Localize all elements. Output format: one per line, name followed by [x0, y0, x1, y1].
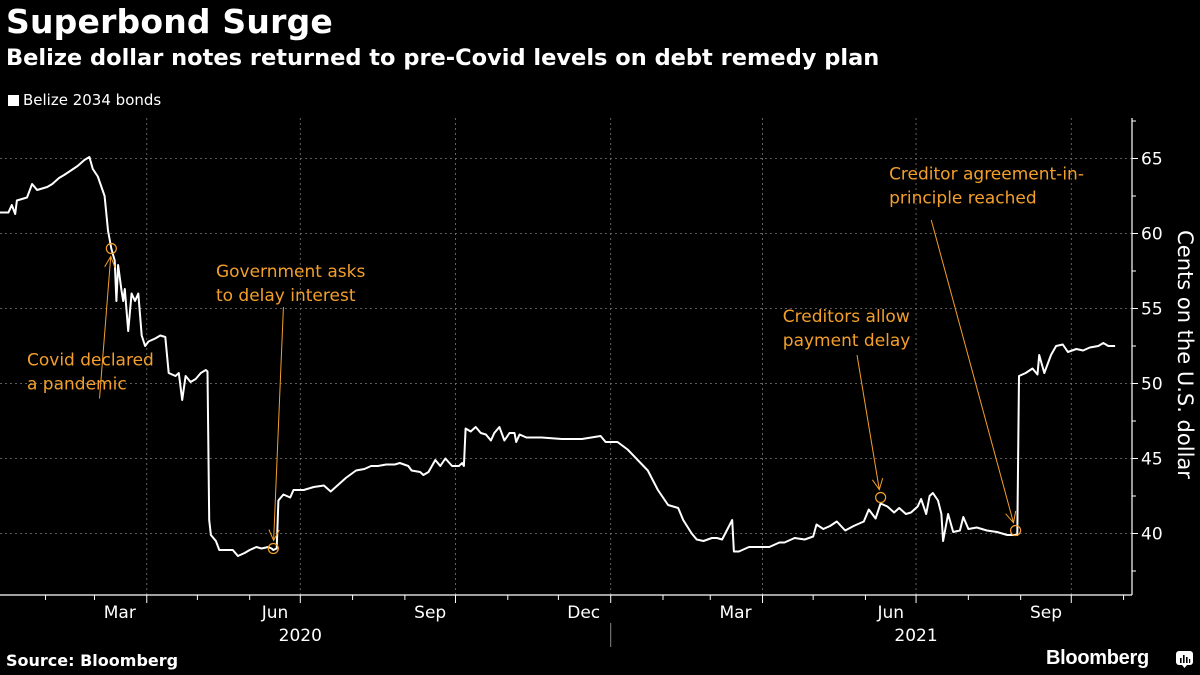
- annotation-label: Covid declared: [27, 351, 154, 371]
- bloomberg-chart-icon: [1176, 651, 1193, 668]
- x-tick-label: Sep: [1030, 603, 1062, 623]
- chart-subtitle: Belize dollar notes returned to pre-Covi…: [6, 45, 880, 71]
- axes: 40 45 50 55 60 65 Cents on the U.S. dollar Mar J…: [0, 118, 1197, 647]
- annotation-label: a pandemic: [27, 375, 127, 395]
- arrowhead-icon: [1005, 510, 1017, 524]
- arrowhead-icon: [104, 255, 116, 268]
- annotation-label: Creditor agreement-in-: [889, 165, 1084, 185]
- annotation-marker: [105, 242, 117, 255]
- x-tick-label: Mar: [104, 603, 136, 623]
- annotation-label: payment delay: [783, 331, 911, 351]
- annotation-marker: [267, 542, 279, 555]
- y-tick-label: 65: [1141, 150, 1163, 170]
- legend: Belize 2034 bonds: [8, 91, 161, 109]
- legend-label: Belize 2034 bonds: [23, 91, 162, 109]
- annotation: Covid declared a pandemic: [27, 242, 154, 399]
- annotation: Government asks to delay interest: [216, 262, 366, 555]
- gridlines: [0, 118, 1132, 595]
- x-tick-label: Mar: [720, 603, 752, 623]
- annotation-marker: [1009, 524, 1022, 537]
- y-axis-title: Cents on the U.S. dollar: [1173, 230, 1197, 479]
- series-line-belize-2034: [0, 156, 1116, 557]
- x-tick-label: Sep: [414, 603, 446, 623]
- annotations: Covid declared a pandemic Government asks t…: [27, 165, 1084, 555]
- y-tick-label: 50: [1141, 375, 1163, 395]
- legend-swatch: [8, 94, 19, 106]
- annotation-label: Government asks: [216, 262, 366, 282]
- y-tick-label: 60: [1141, 225, 1163, 245]
- annotation: Creditors allow payment delay: [783, 307, 911, 504]
- annotation-label: to delay interest: [216, 286, 356, 306]
- x-year-label: 2021: [894, 626, 937, 646]
- arrowhead-icon: [871, 477, 884, 491]
- bloomberg-logo: Bloomberg: [1046, 647, 1149, 669]
- annotation-arrow: [273, 306, 284, 541]
- x-tick-label: Dec: [567, 603, 600, 623]
- annotation: Creditor agreement-in-principle reached: [889, 165, 1084, 537]
- source-note: Source: Bloomberg: [6, 651, 179, 670]
- y-tick-label: 40: [1141, 525, 1163, 545]
- annotation-label: Creditors allow: [783, 307, 910, 327]
- chart-title: Superbond Surge: [6, 2, 333, 41]
- x-tick-label: Jun: [876, 603, 904, 623]
- annotation-arrow: [930, 219, 1014, 523]
- series-layer: [0, 156, 1116, 557]
- y-tick-label: 55: [1141, 300, 1163, 320]
- x-year-label: 2020: [279, 626, 322, 646]
- annotation-marker: [875, 491, 887, 504]
- arrowhead-icon: [268, 529, 280, 542]
- annotation-arrow: [856, 354, 880, 490]
- annotation-arrow: [99, 256, 112, 399]
- annotation-label: principle reached: [889, 189, 1037, 209]
- y-tick-label: 45: [1141, 450, 1163, 470]
- x-tick-label: Jun: [261, 603, 289, 623]
